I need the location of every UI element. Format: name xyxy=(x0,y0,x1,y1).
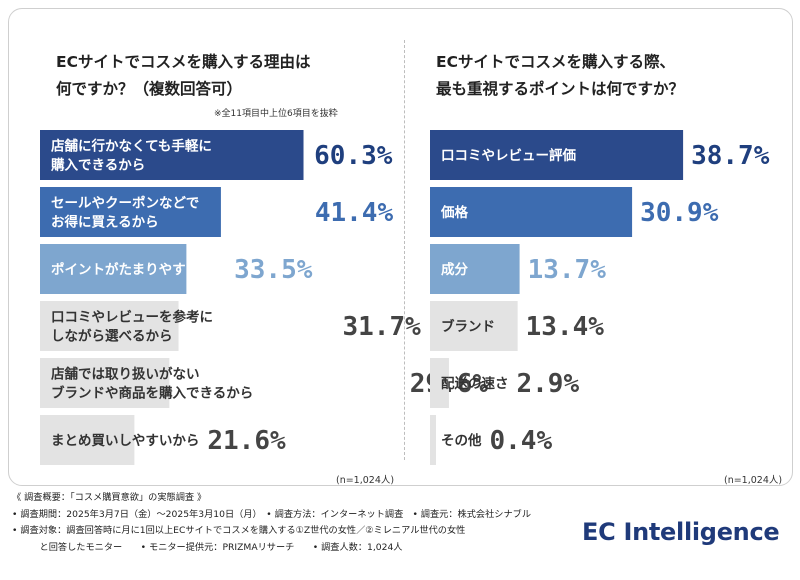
category-label-4: 口コミやレビューを参考にしながら選べるから xyxy=(51,309,213,345)
category-label-2: セールやクーポンなどでお得に買えるから xyxy=(51,195,199,231)
left-title-line1: ECサイトでコスメを購入する理由は xyxy=(56,53,311,71)
right-title-line2: 最も重視するポイントは何ですか？ xyxy=(436,80,685,98)
right-chart-title: ECサイトでコスメを購入する際、 最も重視するポイントは何ですか？ xyxy=(436,49,684,103)
left-chart-title: ECサイトでコスメを購入する理由は 何ですか？（複数回答可） xyxy=(56,49,310,103)
value-label-2: 41.4% xyxy=(315,198,394,228)
left-sample-size: (n=1,024人) xyxy=(336,475,395,486)
left-title-line2: 何ですか？（複数回答可） xyxy=(56,80,243,98)
value-label-3: 33.5% xyxy=(234,255,313,285)
value-label-2: 30.9% xyxy=(640,198,719,228)
value-label-4: 13.4% xyxy=(526,312,605,342)
category-label-1: 店舗に行かなくても手軽に購入できるから xyxy=(50,138,212,174)
ec-intelligence-logo: EC Intelligence xyxy=(582,518,780,546)
value-label-3: 13.7% xyxy=(528,255,607,285)
category-label-4: ブランド xyxy=(441,318,495,335)
footer-line2: • 調査期間：2025年3月7日（金）〜2025年3月10日（月） • 調査方法… xyxy=(12,508,532,520)
bar-6 xyxy=(430,415,436,465)
bar-2 xyxy=(40,187,221,237)
bar-5 xyxy=(40,358,170,408)
category-label-3: 成分 xyxy=(441,261,468,278)
bar-3 xyxy=(40,244,187,294)
category-label-1: 口コミやレビュー評価 xyxy=(441,147,576,164)
category-label-5: 配送の速さ xyxy=(441,375,509,392)
bar-5 xyxy=(430,358,449,408)
bar-6 xyxy=(40,415,135,465)
footer-line3: • 調査対象：調査回答時に月に1回以上ECサイトでコスメを購入する①Z世代の女性… xyxy=(12,525,466,536)
right-bar-chart: 口コミやレビュー評価 38.7% 価格 30.9% 成分 13.7% ブランド 13.4% 配送… xyxy=(430,130,770,465)
value-label-5: 2.9% xyxy=(517,369,580,399)
value-label-1: 38.7% xyxy=(691,141,770,171)
left-bar-chart: 店舗に行かなくても手軽に購入できるから 60.3% セールやクーポンなどでお得に買え… xyxy=(40,130,488,465)
category-label-6: その他 xyxy=(441,432,482,449)
value-label-1: 60.3% xyxy=(314,141,393,171)
bar-4 xyxy=(40,301,179,351)
bar-2 xyxy=(430,187,633,237)
value-label-6: 21.6% xyxy=(207,426,286,456)
bar-4 xyxy=(430,301,518,351)
value-label-6: 0.4% xyxy=(490,426,553,456)
survey-footer: 《 調査概要：「コスメ購買意欲」の実態調査 》 • 調査期間：2025年3月7日… xyxy=(12,490,531,556)
footer-line1: 《 調査概要：「コスメ購買意欲」の実態調査 》 xyxy=(12,492,207,503)
value-label-4: 31.7% xyxy=(343,312,422,342)
category-label-3: ポイントがたまりやすいから xyxy=(51,261,226,278)
bar-1 xyxy=(430,130,684,180)
right-sample-size: (n=1,024人) xyxy=(724,475,783,486)
panel-divider xyxy=(404,40,405,460)
value-label-5: 29.6% xyxy=(410,369,489,399)
bar-3 xyxy=(430,244,520,294)
right-title-line1: ECサイトでコスメを購入する際、 xyxy=(436,53,675,71)
left-chart-note: ※全11項目中上位6項目を抜粋 xyxy=(214,109,338,119)
category-label-6: まとめ買いしやすいから xyxy=(51,433,199,449)
category-label-5: 店舗では取り扱いがないブランドや商品を購入できるから xyxy=(51,366,253,402)
category-label-2: 価格 xyxy=(440,204,468,221)
bar-1 xyxy=(40,130,304,180)
footer-line4: と回答したモニター • モニター提供元：PRIZMAリサーチ • 調査人数：1,… xyxy=(12,541,403,553)
